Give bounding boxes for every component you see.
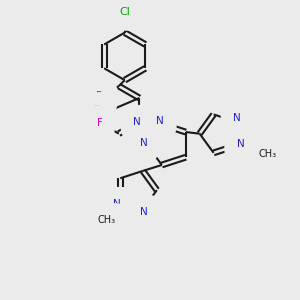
Text: N: N: [157, 116, 164, 126]
Text: F: F: [97, 118, 103, 128]
Text: N: N: [113, 200, 121, 209]
Text: N: N: [237, 139, 244, 149]
Text: CH₃: CH₃: [259, 149, 277, 159]
Text: N: N: [233, 113, 241, 123]
Text: F: F: [96, 91, 102, 101]
Text: N: N: [140, 138, 147, 148]
Text: N: N: [97, 92, 105, 102]
Text: F: F: [94, 105, 100, 115]
Text: N: N: [140, 207, 148, 217]
Text: CH₃: CH₃: [97, 215, 116, 225]
Text: N: N: [133, 117, 141, 128]
Text: Cl: Cl: [119, 8, 130, 17]
